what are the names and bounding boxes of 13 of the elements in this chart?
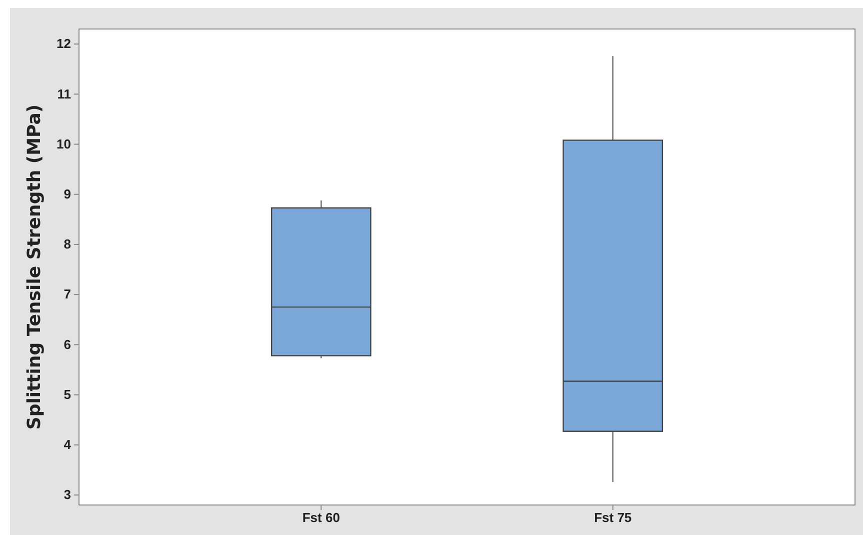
x-tick-label: Fst 75 [594,510,632,526]
x-tick-label: Fst 60 [302,510,340,526]
y-tick-label: 10 [56,136,71,152]
y-tick-label: 4 [64,437,72,452]
y-tick-label: 7 [64,286,71,302]
y-tick-label: 8 [64,236,71,252]
y-tick-label: 6 [64,336,71,352]
y-tick-label: 11 [57,86,71,102]
y-tick-label: 12 [56,36,71,52]
y-tick-label: 3 [64,487,71,502]
y-tick-label: 5 [64,386,71,402]
y-tick-label: 9 [64,186,71,202]
y-axis-title: Splitting Tensile Strength (MPa) [24,104,45,430]
